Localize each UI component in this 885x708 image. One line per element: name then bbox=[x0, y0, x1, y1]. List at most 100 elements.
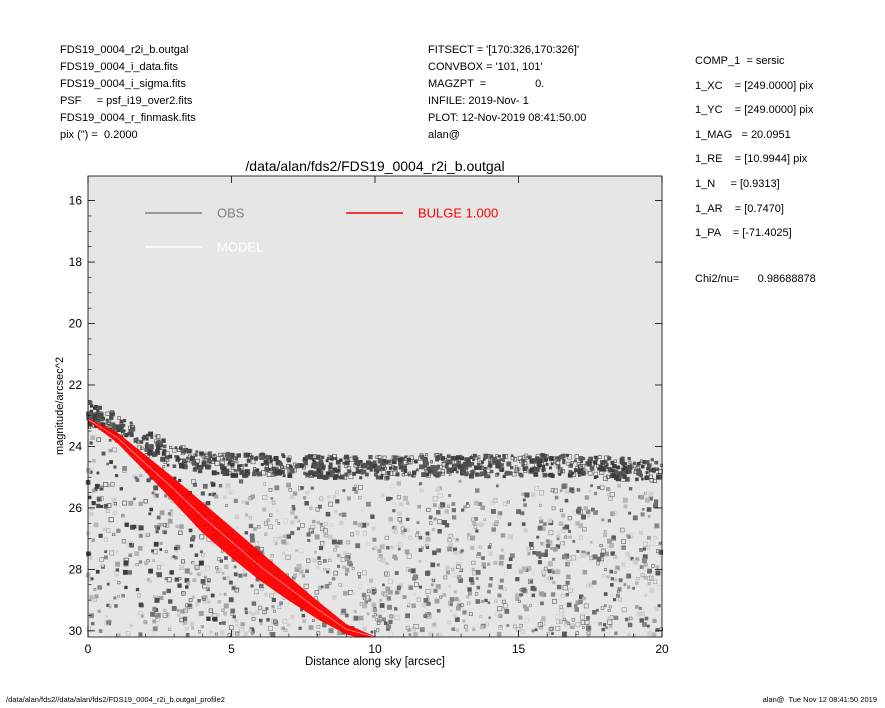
obs-point bbox=[487, 545, 492, 549]
y-tick-label: 22 bbox=[69, 378, 83, 392]
obs-point bbox=[541, 453, 545, 457]
obs-point bbox=[115, 473, 119, 478]
obs-point bbox=[476, 462, 481, 467]
obs-point bbox=[461, 508, 465, 512]
obs-point bbox=[451, 627, 456, 631]
obs-point bbox=[654, 606, 660, 612]
obs-point bbox=[377, 549, 382, 554]
obs-point bbox=[456, 574, 462, 580]
obs-point bbox=[415, 468, 419, 472]
obs-point bbox=[530, 546, 534, 550]
obs-point bbox=[652, 618, 657, 623]
obs-point bbox=[355, 531, 360, 535]
obs-point bbox=[544, 549, 548, 553]
obs-point bbox=[606, 518, 612, 524]
obs-point bbox=[328, 582, 332, 585]
obs-point bbox=[407, 628, 411, 632]
obs-point bbox=[609, 582, 614, 587]
obs-point bbox=[586, 625, 592, 631]
obs-point bbox=[559, 608, 564, 614]
obs-point bbox=[480, 624, 485, 629]
obs-point bbox=[566, 556, 572, 561]
obs-point bbox=[388, 589, 393, 595]
model-curve-layer bbox=[87, 419, 376, 638]
obs-point bbox=[255, 455, 259, 459]
obs-point bbox=[419, 464, 424, 470]
obs-point bbox=[311, 530, 314, 534]
obs-point bbox=[188, 449, 192, 454]
obs-point bbox=[488, 463, 493, 468]
obs-point bbox=[302, 465, 306, 470]
obs-point bbox=[248, 628, 252, 633]
obs-point bbox=[447, 538, 452, 543]
obs-point bbox=[185, 632, 190, 637]
obs-point bbox=[657, 604, 661, 608]
obs-point bbox=[113, 576, 119, 581]
obs-point bbox=[156, 515, 161, 520]
obs-point bbox=[619, 458, 625, 464]
obs-point bbox=[121, 513, 125, 518]
obs-point bbox=[410, 568, 416, 574]
obs-point bbox=[345, 567, 350, 572]
obs-point bbox=[609, 569, 614, 574]
obs-point bbox=[582, 626, 585, 629]
obs-point bbox=[600, 606, 605, 610]
obs-point bbox=[309, 454, 315, 460]
obs-point bbox=[459, 454, 463, 458]
obs-point bbox=[406, 457, 412, 463]
obs-point bbox=[259, 622, 263, 626]
obs-point bbox=[245, 513, 249, 517]
obs-point bbox=[477, 463, 483, 468]
obs-point bbox=[495, 461, 501, 467]
chart-title: /data/alan/fds2/FDS19_0004_r2i_b.outgal bbox=[245, 158, 504, 174]
obs-point bbox=[246, 458, 251, 463]
obs-point bbox=[351, 567, 355, 571]
x-axis-label: Distance along sky [arcsec] bbox=[305, 656, 445, 668]
obs-point bbox=[132, 524, 137, 529]
obs-point bbox=[538, 516, 543, 521]
obs-point bbox=[518, 569, 524, 574]
obs-point bbox=[555, 619, 561, 625]
obs-point bbox=[655, 565, 660, 569]
obs-point bbox=[495, 611, 501, 617]
obs-point bbox=[507, 534, 513, 540]
obs-point bbox=[423, 597, 429, 603]
obs-point bbox=[427, 601, 431, 606]
obs-point bbox=[577, 470, 581, 475]
obs-point bbox=[199, 534, 205, 540]
obs-point bbox=[564, 489, 569, 494]
obs-point bbox=[386, 596, 392, 601]
obs-point bbox=[652, 503, 658, 509]
obs-point bbox=[513, 624, 517, 629]
obs-point bbox=[604, 551, 610, 557]
obs-point bbox=[384, 571, 388, 576]
obs-point bbox=[119, 487, 124, 491]
obs-point bbox=[152, 595, 156, 598]
obs-point bbox=[633, 560, 638, 565]
obs-point bbox=[307, 474, 310, 478]
obs-point bbox=[554, 495, 559, 500]
obs-point bbox=[269, 513, 273, 517]
obs-point bbox=[227, 633, 231, 637]
obs-point bbox=[641, 558, 647, 564]
obs-point bbox=[339, 458, 343, 462]
obs-point bbox=[441, 471, 446, 476]
obs-point bbox=[606, 486, 611, 492]
obs-point bbox=[488, 551, 494, 556]
obs-point bbox=[523, 453, 529, 459]
obs-point bbox=[602, 574, 606, 578]
obs-point bbox=[585, 509, 591, 514]
obs-point bbox=[396, 589, 401, 594]
obs-point bbox=[135, 587, 140, 592]
obs-point bbox=[625, 551, 630, 557]
obs-point bbox=[177, 583, 182, 588]
obs-point bbox=[550, 488, 555, 493]
obs-point bbox=[262, 482, 267, 486]
obs-point bbox=[302, 619, 306, 623]
obs-point bbox=[647, 575, 653, 581]
obs-point bbox=[263, 532, 268, 537]
obs-point bbox=[590, 462, 595, 467]
obs-point bbox=[364, 472, 369, 477]
obs-point bbox=[206, 583, 210, 588]
obs-point bbox=[593, 455, 597, 459]
